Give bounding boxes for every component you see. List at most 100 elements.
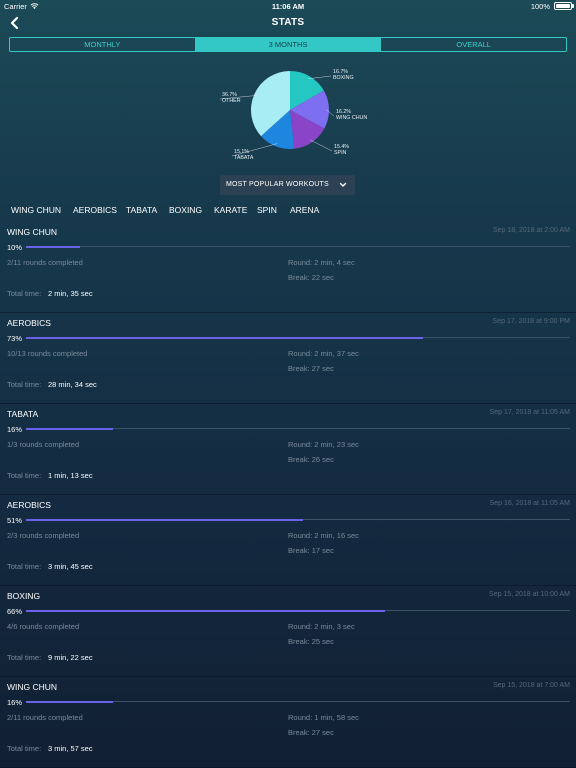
session-name: AEROBICS [7,500,51,510]
progress-track [26,518,570,521]
session-name: WING CHUN [7,227,58,237]
wifi-icon [30,3,39,10]
session-name: AEROBICS [7,318,51,328]
battery-icon [554,2,572,10]
progress-fill [26,518,304,521]
total-time-label: Total time: [7,653,42,662]
session-percent: 66% [7,607,23,616]
session-rounds: 2/3 rounds completed [7,531,80,540]
pie-category-label: WING CHUN [336,115,367,121]
session-break-time: Break: 22 sec [288,273,334,282]
session-rounds: 10/13 rounds completed [7,349,88,358]
pie-leader-line [231,143,278,157]
filter-tab-karate[interactable]: KARATE [214,205,248,215]
carrier-label: Carrier [4,2,27,11]
progress-fill [26,336,424,339]
pie-slice-boxing [290,71,324,110]
progress-fill [26,700,114,703]
progress-track [26,336,570,339]
session-date: Sep 17, 2018 at 9:00 PM [492,318,570,325]
filter-tab-boxing[interactable]: BOXING [169,205,203,215]
workout-sort-dropdown[interactable]: MOST POPULAR WORKOUTS [220,175,355,195]
progress-track [26,245,570,248]
status-bar: Carrier 11:06 AM 100% [0,0,576,12]
session-date: Sep 15, 2018 at 10:00 AM [489,591,570,598]
total-time-label: Total time: [7,471,42,480]
session-row[interactable]: AEROBICS Sep 16, 2018 at 11:05 AM 51% 2/… [0,495,576,586]
pie-slice-tabata [261,110,295,149]
session-percent: 16% [7,425,23,434]
segment-overall[interactable]: OVERALL [456,40,491,49]
session-rounds: 2/11 rounds completed [7,258,83,267]
session-name: TABATA [7,409,39,419]
workouts-pie-chart: 16.7%BOXING 16.2%WING CHUN 15.4%SPIN 15.1%T… [219,69,367,161]
clock: 11:06 AM [271,2,305,11]
pie-leader-line [325,109,335,117]
session-date: Sep 15, 2018 at 7:00 AM [492,682,570,689]
session-break-time: Break: 27 sec [288,364,334,373]
pie-percent-label: 15.4% [334,144,349,150]
session-rounds: 1/3 rounds completed [7,440,80,449]
filter-tab-spin[interactable]: SPIN [257,205,277,215]
session-date: Sep 16, 2018 at 11:05 AM [489,500,570,507]
filter-tab-wing-chun[interactable]: WING CHUN [11,205,62,215]
session-round-time: Round: 2 min, 37 sec [288,349,359,358]
total-time-value: 1 min, 13 sec [48,471,93,480]
pie-leader-line [219,95,258,100]
session-break-time: Break: 26 sec [288,455,334,464]
progress-fill [26,427,114,430]
progress-fill [26,609,386,612]
filter-tab-tabata[interactable]: TABATA [126,205,158,215]
total-time-value: 2 min, 35 sec [48,289,93,298]
total-time-label: Total time: [7,289,42,298]
pie-slice-spin [290,110,325,149]
nav-bar: STATS [0,12,576,34]
session-break-time: Break: 17 sec [288,546,334,555]
session-row[interactable]: AEROBICS Sep 17, 2018 at 9:00 PM 73% 10/… [0,313,576,404]
segment-3-months[interactable]: 3 MONTHS [195,38,382,51]
session-list: WING CHUN Sep 18, 2018 at 2:00 AM 10% 2/… [0,222,576,768]
session-row[interactable]: BOXING Sep 15, 2018 at 10:00 AM 66% 4/6 … [0,586,576,677]
battery-tip [572,4,574,8]
progress-fill [26,245,81,248]
filter-tab-arena[interactable]: ARENA [290,205,320,215]
back-chevron-icon[interactable] [8,15,22,31]
session-date: Sep 17, 2018 at 11:05 AM [489,409,570,416]
progress-track [26,609,570,612]
chevron-down-icon [339,182,347,187]
filter-tab-aerobics[interactable]: AEROBICS [73,205,117,215]
pie-slice-other [250,71,290,137]
pie-category-label: BOXING [333,75,354,81]
page-title: STATS [271,17,305,28]
session-percent: 10% [7,243,23,252]
pie-percent-label: 16.7% [333,69,348,75]
segment-monthly[interactable]: MONTHLY [10,38,196,51]
session-round-time: Round: 2 min, 16 sec [288,531,359,540]
total-time-label: Total time: [7,744,42,753]
pie-percent-label: 36.7% [222,92,237,98]
session-date: Sep 18, 2018 at 2:00 AM [492,227,570,234]
total-time-label: Total time: [7,562,42,571]
pie-category-label: TABATA [234,155,254,161]
session-break-time: Break: 25 sec [288,637,334,646]
session-name: WING CHUN [7,682,58,692]
session-round-time: Round: 2 min, 23 sec [288,440,359,449]
total-time-value: 28 min, 34 sec [48,380,97,389]
session-rounds: 2/11 rounds completed [7,713,83,722]
session-round-time: Round: 2 min, 4 sec [288,258,355,267]
session-round-time: Round: 2 min, 3 sec [288,622,355,631]
battery-percent: 100% [530,2,550,11]
pie-category-label: SPIN [334,150,347,156]
pie-percent-label: 15.1% [234,149,249,155]
pie-percent-label: 16.2% [336,109,351,115]
session-percent: 51% [7,516,23,525]
session-break-time: Break: 27 sec [288,728,334,737]
session-rounds: 4/6 rounds completed [7,622,80,631]
session-row[interactable]: WING CHUN Sep 18, 2018 at 2:00 AM 10% 2/… [0,222,576,313]
workout-filter-tabs: WING CHUN AEROBICS TABATA BOXING KARATE … [0,205,576,219]
session-row[interactable]: TABATA Sep 17, 2018 at 11:05 AM 16% 1/3 … [0,404,576,495]
pie-leader-line [310,139,333,152]
total-time-value: 9 min, 22 sec [48,653,93,662]
progress-track [26,427,570,430]
session-row[interactable]: WING CHUN Sep 15, 2018 at 7:00 AM 16% 2/… [0,677,576,768]
